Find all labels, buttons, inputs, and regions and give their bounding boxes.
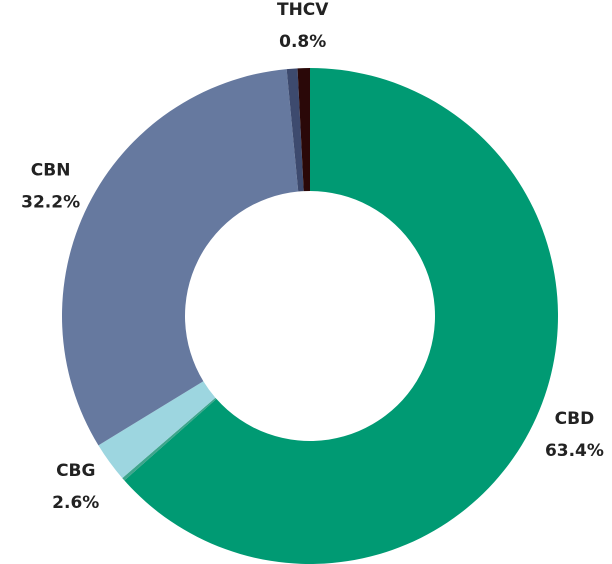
slice-value: 32.2% xyxy=(21,192,80,212)
donut-slice xyxy=(122,397,217,481)
slice-value: 63.4% xyxy=(545,441,604,461)
slice-value: 0.8% xyxy=(279,32,326,52)
donut-slice xyxy=(62,69,299,446)
donut-slice xyxy=(98,381,216,479)
donut-slice xyxy=(297,68,310,192)
slice-value: 2.6% xyxy=(52,493,99,513)
slice-label: THCV xyxy=(277,0,329,20)
donut-slice xyxy=(286,68,304,192)
slice-label: CBG xyxy=(56,461,95,481)
slice-label: CBN xyxy=(31,160,71,180)
slice-label: CBD xyxy=(555,409,595,429)
donut-slice xyxy=(124,68,559,564)
